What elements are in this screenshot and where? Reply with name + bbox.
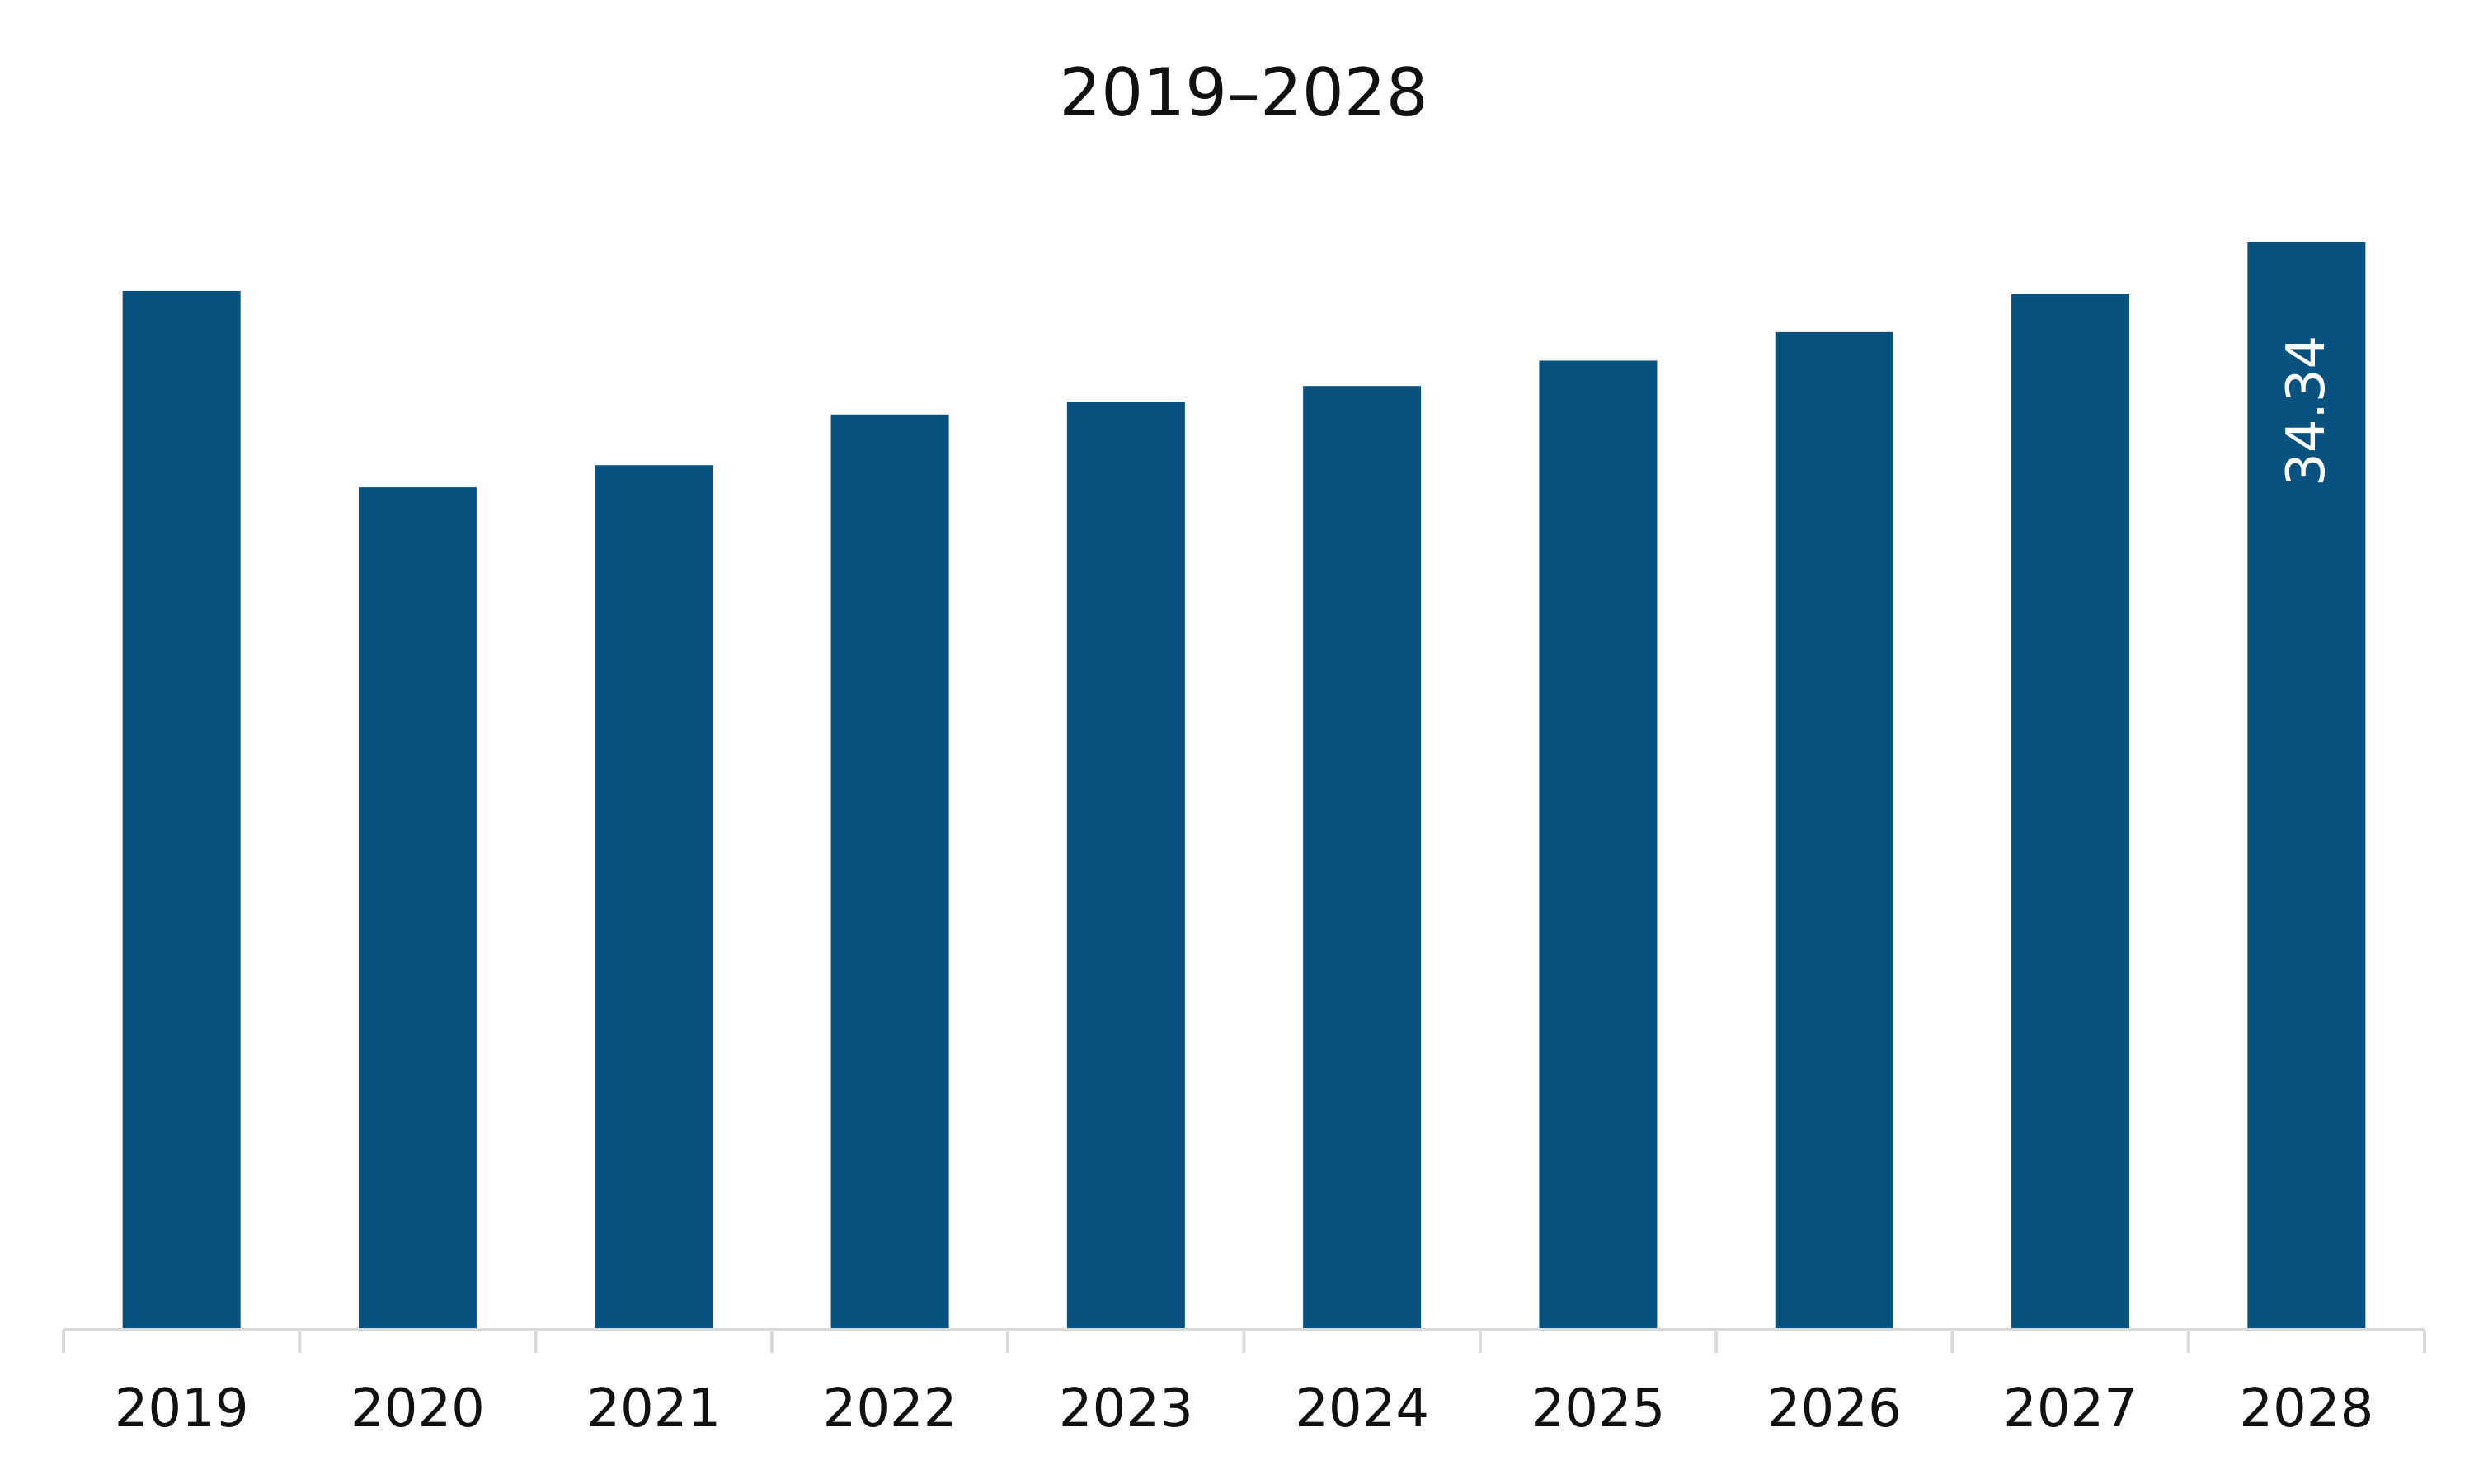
bar-2022 [830,414,949,1331]
x-tick-label-2024: 2024 [1295,1378,1429,1439]
bar-2019 [122,290,241,1330]
data-labels: 34.34 [2276,336,2337,486]
bar-2024 [1303,386,1422,1330]
bar-2025 [1539,360,1658,1331]
x-tick-label-2026: 2026 [1767,1378,1902,1439]
x-axis [62,1328,2426,1353]
bar-2027 [2011,294,2130,1330]
x-tick-label-2025: 2025 [1531,1378,1666,1439]
bar-2021 [595,465,713,1330]
x-tick-label-2019: 2019 [115,1378,249,1439]
x-tick-label-2021: 2021 [586,1378,721,1439]
x-tick-label-2023: 2023 [1059,1378,1193,1439]
bars-layer [122,242,2366,1331]
x-tick-label-2027: 2027 [2003,1378,2138,1439]
bar-2028 [2247,242,2366,1330]
bar-2020 [358,487,477,1330]
bar-2023 [1066,402,1185,1331]
x-tick-label-2020: 2020 [350,1378,485,1439]
data-label-2028: 34.34 [2276,336,2337,486]
bar-2026 [1775,331,1893,1330]
x-tick-label-2022: 2022 [823,1378,957,1439]
x-tick-labels: 2019 2020 2021 2022 2023 2024 2025 2026 2027 2028 [115,1378,2374,1439]
x-tick-label-2028: 2028 [2239,1378,2373,1439]
chart-title: 2019–2028 [1059,54,1427,131]
